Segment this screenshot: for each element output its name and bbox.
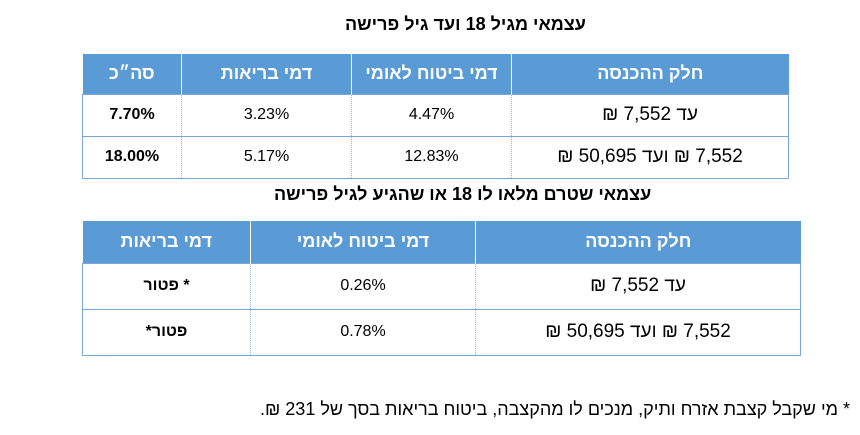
- header-health-insurance: דמי בריאות: [181, 54, 352, 94]
- table-row: עד 7,552 ₪ 4.47% 3.23% 7.70%: [82, 93, 789, 136]
- income-bracket-cell: עד 7,552 ₪: [475, 262, 801, 309]
- national-insurance-cell: 0.78%: [250, 308, 476, 356]
- national-insurance-cell: 12.83%: [351, 135, 512, 179]
- table2-title: עצמאי שטרם מלאו לו 18 או שהגיע לגיל פריש…: [274, 184, 652, 204]
- total-cell: 18.00%: [82, 135, 182, 179]
- table-row: 7,552 ₪ ועד 50,695 ₪ 12.83% 5.17% 18.00%: [82, 135, 789, 179]
- table1-header-row: חלק ההכנסה דמי ביטוח לאומי דמי בריאות סה…: [82, 54, 789, 94]
- national-insurance-cell: 4.47%: [351, 93, 512, 136]
- table-row: 7,552 ₪ ועד 50,695 ₪ 0.78% פטור*: [82, 308, 801, 356]
- income-bracket-cell: 7,552 ₪ ועד 50,695 ₪: [511, 135, 789, 179]
- table1-title: עצמאי מגיל 18 ועד גיל פרישה: [345, 14, 586, 34]
- rates-table-adult: חלק ההכנסה דמי ביטוח לאומי דמי בריאות סה…: [82, 54, 789, 179]
- income-bracket-cell: 7,552 ₪ ועד 50,695 ₪: [475, 308, 801, 356]
- header-income-portion: חלק ההכנסה: [475, 221, 801, 263]
- health-insurance-cell: 5.17%: [181, 135, 352, 179]
- header-national-insurance: דמי ביטוח לאומי: [351, 54, 512, 94]
- table2-header-row: חלק ההכנסה דמי ביטוח לאומי דמי בריאות: [82, 221, 801, 263]
- health-insurance-cell: פטור*: [82, 308, 251, 356]
- health-insurance-cell: 3.23%: [181, 93, 352, 136]
- header-national-insurance: דמי ביטוח לאומי: [250, 221, 476, 263]
- header-health-insurance: דמי בריאות: [82, 221, 251, 263]
- footnote: * מי שקבל קצבת אזרח ותיק, מנכים לו מהקצב…: [260, 399, 850, 419]
- table-row: עד 7,552 ₪ 0.26% * פטור: [82, 262, 801, 309]
- health-insurance-cell: * פטור: [82, 262, 251, 309]
- header-income-portion: חלק ההכנסה: [511, 54, 789, 94]
- income-bracket-cell: עד 7,552 ₪: [511, 93, 789, 136]
- header-total: סה״כ: [82, 54, 182, 94]
- national-insurance-cell: 0.26%: [250, 262, 476, 309]
- rates-table-minor-or-retired: חלק ההכנסה דמי ביטוח לאומי דמי בריאות עד…: [82, 221, 801, 356]
- total-cell: 7.70%: [82, 93, 182, 136]
